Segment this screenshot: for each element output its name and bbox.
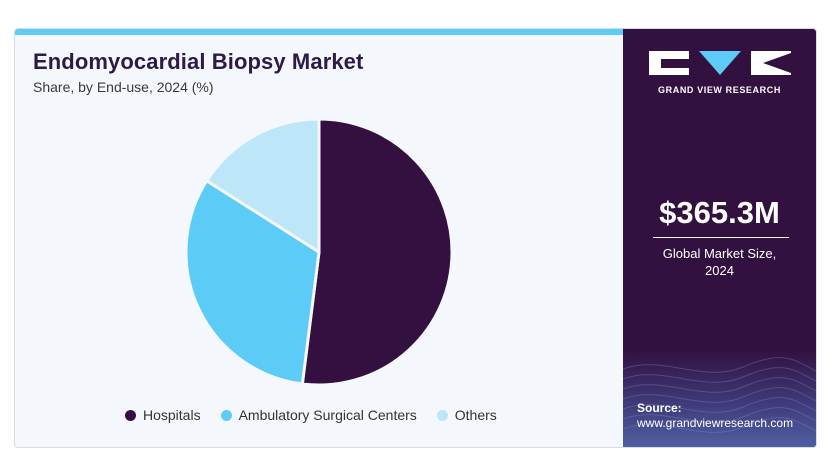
source-label: Source: (637, 401, 682, 415)
legend-item-ambulatory-surgical-centers: Ambulatory Surgical Centers (220, 407, 417, 423)
pie-chart (184, 117, 454, 387)
pie-slice-hospitals (300, 117, 454, 387)
accent-bar (15, 29, 623, 35)
pie-slice-others (205, 117, 321, 254)
legend-label-others: Others (454, 407, 497, 423)
summary-panel: GRAND VIEW RESEARCH $365.3M Global Marke… (623, 29, 816, 447)
wave-background (623, 349, 816, 447)
brand-name: GRAND VIEW RESEARCH (658, 85, 781, 95)
legend-swatch-hospitals (125, 409, 136, 421)
infographic-card: Endomyocardial Biopsy Market Share, by E… (14, 28, 817, 448)
legend-swatch-others (436, 409, 448, 421)
market-size-label-line1: Global Market Size, (662, 246, 777, 261)
legend-swatch-ambulatory-surgical-centers (220, 409, 232, 421)
legend-label-ambulatory-surgical-centers: Ambulatory Surgical Centers (238, 407, 417, 423)
grand-view-research-logo (649, 51, 791, 75)
chart-panel: Endomyocardial Biopsy Market Share, by E… (15, 35, 623, 447)
chart-subtitle: Share, by End-use, 2024 (%) (33, 79, 214, 95)
legend-label-hospitals: Hospitals (143, 407, 201, 423)
divider (653, 237, 789, 238)
legend-item-hospitals: Hospitals (125, 407, 201, 423)
market-size-value: $365.3M (659, 195, 780, 230)
legend-item-others: Others (436, 407, 497, 423)
market-size-label: Global Market Size, 2024 (623, 245, 816, 279)
chart-title: Endomyocardial Biopsy Market (33, 49, 364, 74)
wave-pattern (623, 357, 816, 433)
source-link[interactable]: www.grandviewresearch.com (637, 416, 794, 430)
market-size-label-line2: 2024 (705, 263, 734, 278)
chart-legend: Hospitals Ambulatory Surgical Centers Ot… (125, 407, 497, 423)
